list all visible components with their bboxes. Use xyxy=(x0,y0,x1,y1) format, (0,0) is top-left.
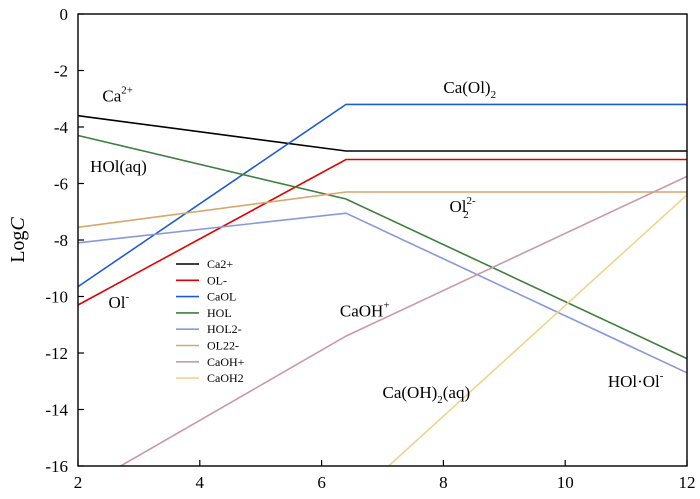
y-axis-title: LogC xyxy=(7,217,29,263)
x-tick-label: 8 xyxy=(439,473,448,492)
annotation-caoh: CaOH+ xyxy=(340,299,390,320)
series-line-caoh2 xyxy=(388,194,688,467)
x-tick-label: 4 xyxy=(196,473,205,492)
legend-label-caol: CaOL xyxy=(207,290,236,304)
y-tick-label: -12 xyxy=(45,344,68,363)
y-tick-label: -6 xyxy=(54,175,68,194)
series-line-caol xyxy=(77,103,687,288)
annotation-ol: Ol- xyxy=(108,291,129,312)
legend-label-hol2: HOL2- xyxy=(207,322,242,336)
annotation-ca-ol: Ca(Ol)2 xyxy=(443,78,496,101)
annotations: Ca2+ HOl(aq) Ol- Ca(Ol)2 Ol2-2 CaOH+ Ca(OH)2(a… xyxy=(90,78,664,406)
x-tick-label: 10 xyxy=(557,473,574,492)
x-tick-label: 12 xyxy=(679,473,696,492)
series-line-hol2 xyxy=(77,212,688,374)
legend-label-caoh2: CaOH2 xyxy=(207,371,244,385)
annotation-ca: Ca2+ xyxy=(102,85,133,106)
series-line-hol xyxy=(77,134,688,360)
y-tick-label: -16 xyxy=(45,457,68,476)
series-line-ol xyxy=(77,158,687,306)
y-tick-label: -4 xyxy=(54,118,69,137)
x-tick-label: 6 xyxy=(317,473,326,492)
y-tick-label: -8 xyxy=(54,231,68,250)
legend-label-hol: HOL xyxy=(207,306,232,320)
y-tick-label: -2 xyxy=(54,62,68,81)
y-tick-label: 0 xyxy=(60,5,69,24)
legend-label-caoh: CaOH+ xyxy=(207,355,245,369)
series-lines xyxy=(77,103,688,467)
series-line-ca2 xyxy=(77,114,687,152)
legend-label-ca2: Ca2+ xyxy=(207,257,233,271)
y-tick-label: -10 xyxy=(45,288,68,307)
annotation-hol-ol: HOl·Ol- xyxy=(608,370,664,391)
annotation-ol: Ol2-2 xyxy=(449,195,476,221)
legend: Ca2+ OL- CaOL HOL HOL2- OL22- CaOH+ CaOH2 xyxy=(176,257,245,385)
series-line-caoh xyxy=(120,175,688,467)
series-line-ol22 xyxy=(77,191,687,229)
legend-label-ol22: OL22- xyxy=(207,339,239,353)
annotation-hol-aq: HOl(aq) xyxy=(90,157,147,176)
y-tick-label: -14 xyxy=(45,401,68,420)
annotation-ca-oh: Ca(OH)2(aq) xyxy=(383,383,471,406)
axis-ticks: 2 4 6 8 10 12 0 -2 -4 -6 -8 -10 -12 -14 -16 xyxy=(45,5,695,492)
x-tick-label: 2 xyxy=(74,473,83,492)
y-axis-label: LogC xyxy=(7,217,29,263)
legend-label-ol: OL- xyxy=(207,273,227,287)
